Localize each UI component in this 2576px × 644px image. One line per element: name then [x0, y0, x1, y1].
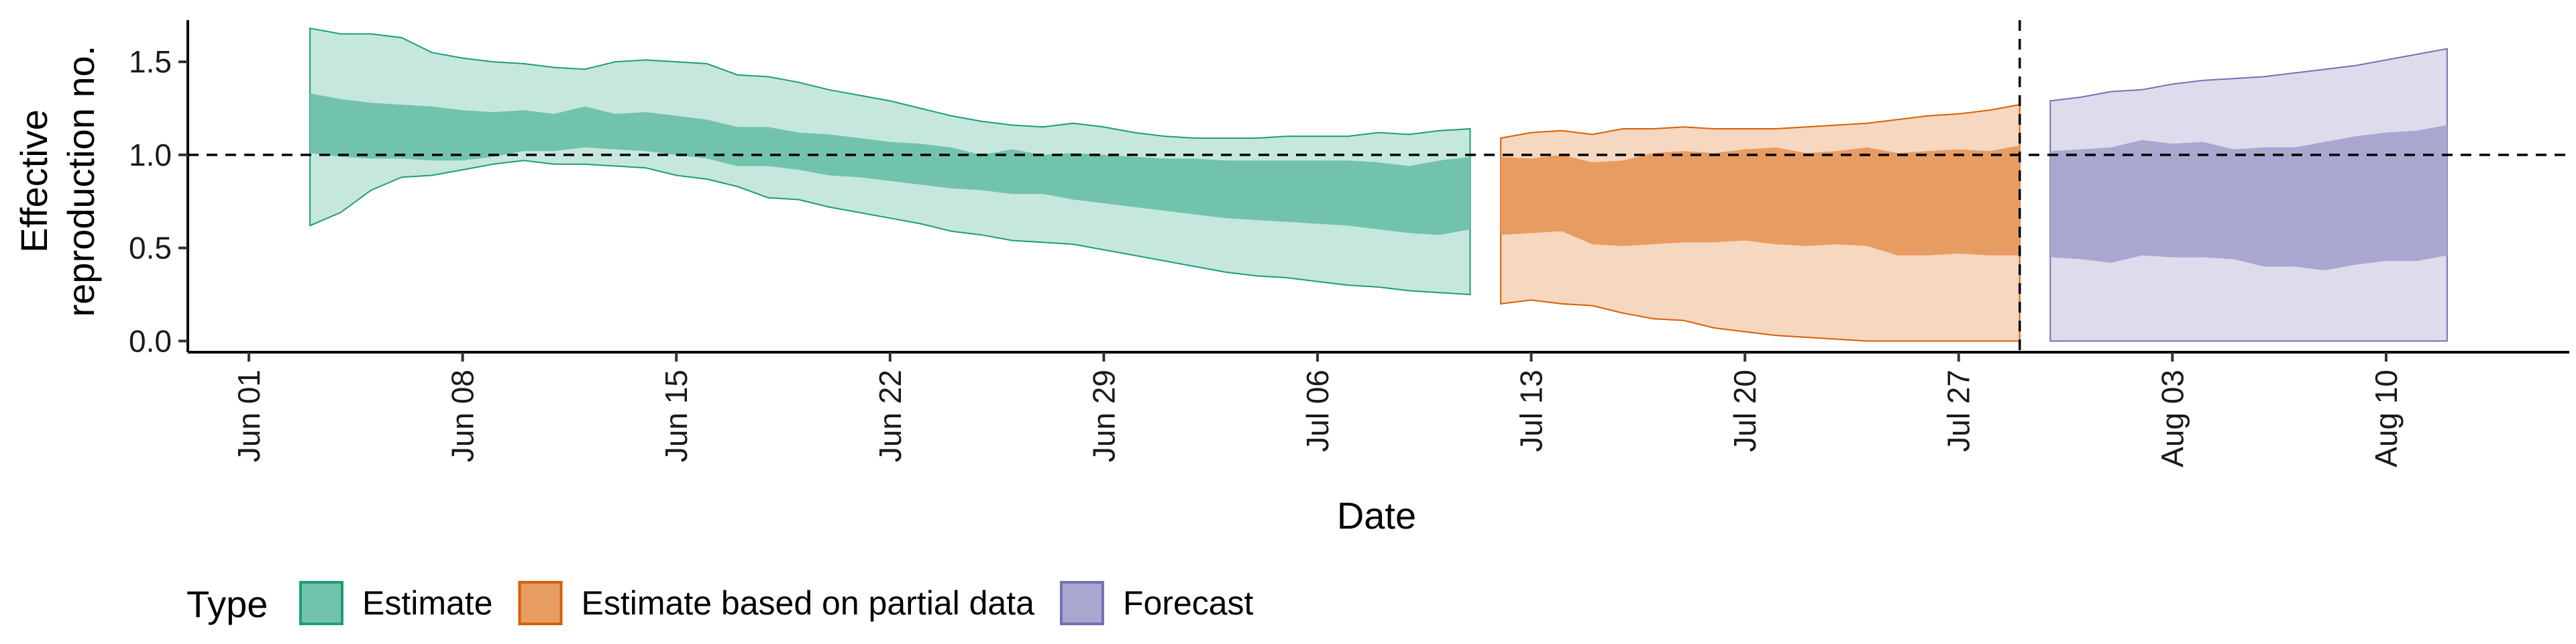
- y-tick-label: 1.0: [129, 138, 172, 172]
- legend-swatch: [1059, 581, 1104, 625]
- band-50-estimate: [310, 93, 1470, 235]
- reference-lines: [188, 20, 2569, 352]
- y-axis-title-line-2: reproduction no.: [60, 46, 102, 317]
- x-tick-label: Jun 01: [231, 370, 266, 462]
- legend-label: Forecast: [1123, 584, 1254, 622]
- x-tick-label: Jul 13: [1514, 370, 1549, 452]
- x-tick-label: Jul 27: [1941, 370, 1976, 452]
- y-tick-label: 0.5: [129, 231, 172, 266]
- x-tick-label: Jul 20: [1727, 370, 1762, 452]
- x-tick-label: Jun 15: [659, 370, 694, 462]
- legend-swatch: [518, 581, 563, 625]
- legend: Type Estimate Estimate based on partial d…: [186, 581, 1254, 625]
- band-50-forecast: [2050, 125, 2447, 270]
- x-axis-ticks: Jun 01 Jun 08 Jun 15 Jun 22 Jun 29 Jul 06 Jul …: [231, 352, 2404, 468]
- x-axis-title: Date: [1337, 494, 1416, 537]
- x-tick-label: Jun 29: [1086, 370, 1121, 462]
- x-tick-label: Jun 08: [445, 370, 480, 462]
- x-tick-label: Jun 22: [873, 370, 908, 462]
- y-axis-title-line-1: Effective: [13, 109, 55, 253]
- x-tick-label: Aug 03: [2155, 370, 2190, 468]
- x-tick-label: Jul 06: [1300, 370, 1335, 452]
- y-tick-label: 0.0: [129, 323, 172, 358]
- legend-title: Type: [186, 583, 268, 625]
- legend-label: Estimate: [362, 584, 493, 622]
- x-tick-label: Aug 10: [2369, 370, 2404, 468]
- band-50-estimate-based-on-partial-data: [1501, 146, 2020, 256]
- legend-label: Estimate based on partial data: [582, 584, 1035, 622]
- ribbon-layer: [309, 28, 2448, 342]
- legend-swatch: [299, 581, 343, 625]
- y-axis-ticks: 0.0 0.5 1.0 1.5: [129, 44, 188, 358]
- legend-items: Estimate Estimate based on partial data Fo…: [299, 581, 1254, 625]
- y-tick-label: 1.5: [129, 44, 172, 79]
